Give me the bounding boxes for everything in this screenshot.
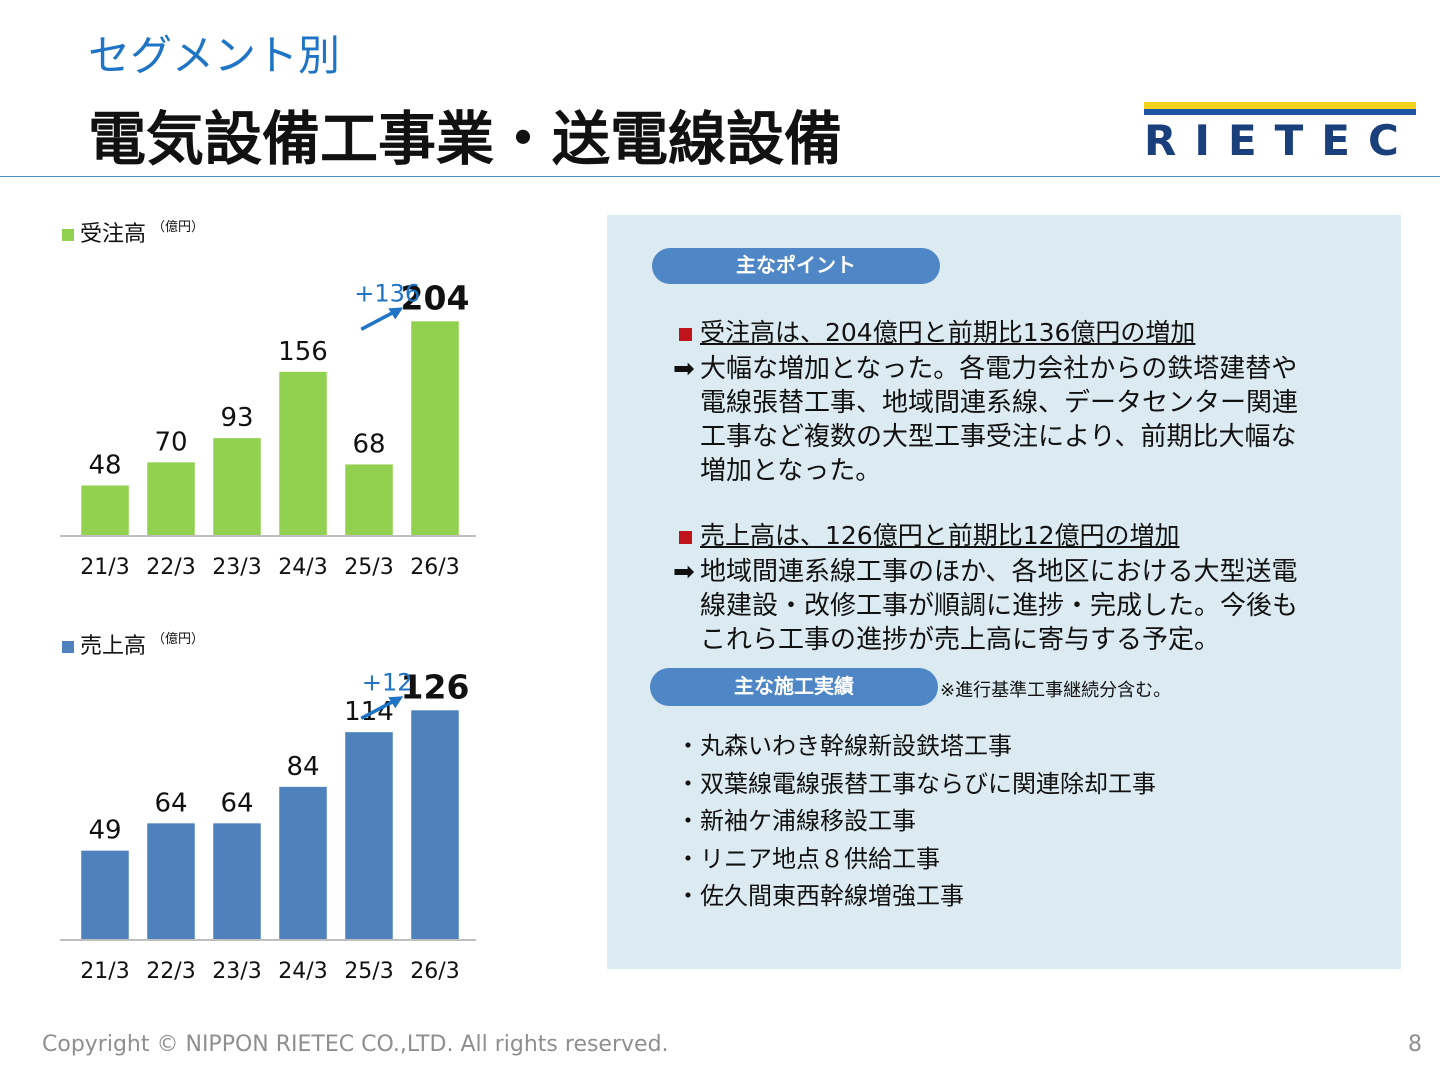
sales-legend-swatch <box>62 641 74 653</box>
x-tick-label: 23/3 <box>212 959 261 984</box>
sales-legend-label: 売上高 <box>80 634 147 659</box>
works-list-item: ・佐久間東西幹線増強工事 <box>676 882 964 910</box>
data-label: 68 <box>352 429 385 459</box>
page-title: 電気設備工事業・送電線設備 <box>88 105 843 173</box>
logo-yellow-stripe <box>1144 102 1416 109</box>
company-logo: RIETEC <box>1144 102 1418 165</box>
orders-point-heading: 受注高は、204億円と前期比136億円の増加 <box>679 313 1195 349</box>
sales-legend: 売上高 （億円） <box>62 628 204 660</box>
works-label: 主な施工実績 <box>650 668 938 706</box>
chart-bar <box>81 485 129 536</box>
delta-label: +12 <box>362 668 413 696</box>
key-points-panel <box>607 215 1401 969</box>
sales-point-heading: 売上高は、126億円と前期比12億円の増加 <box>679 516 1180 552</box>
sales-bar-chart: 49 21/3 64 22/3 64 23/3 84 24/3 114 25/3 126 26/3 +1… <box>60 667 476 984</box>
data-label: 48 <box>88 450 121 480</box>
orders-point-line: 工事など複数の大型工事受注により、前期比大幅な <box>700 422 1297 452</box>
data-label: 64 <box>220 788 253 818</box>
orders-bar-chart: 48 21/3 70 22/3 93 23/3 156 24/3 68 25/3 204 26/3 +1… <box>60 278 476 580</box>
orders-unit-label: （億円） <box>152 220 205 235</box>
data-label: 156 <box>278 337 328 367</box>
logo-text: RIETEC <box>1144 116 1417 165</box>
x-tick-label: 26/3 <box>410 959 459 984</box>
data-label: 70 <box>154 427 187 457</box>
chart-bar <box>147 823 195 940</box>
works-list-item: ・双葉線電線張替工事ならびに関連除却工事 <box>676 769 1156 798</box>
x-tick-label: 23/3 <box>212 555 261 580</box>
orders-legend-label: 受注高 <box>80 222 147 247</box>
x-tick-label: 22/3 <box>146 959 195 984</box>
chart-bar <box>411 710 459 940</box>
x-tick-label: 26/3 <box>410 555 459 580</box>
chart-bar <box>411 321 459 536</box>
delta-arrow-head <box>388 696 404 709</box>
data-label: 114 <box>344 697 394 727</box>
data-label: 93 <box>220 403 253 433</box>
logo-blue-stripe <box>1144 109 1416 115</box>
orders-point-line: 電線張替工事、地域間連系線、データセンター関連 <box>700 388 1299 418</box>
orders-point-line: 大幅な増加となった。各電力会社からの鉄塔建替や <box>700 354 1298 384</box>
orders-point-body: ➡ 大幅な増加となった。各電力会社からの鉄塔建替や 電線張替工事、地域間連系線、… <box>673 352 1353 488</box>
orders-point-line: 増加となった。 <box>700 456 882 486</box>
sales-point-body: ➡ 地域間連系線工事のほか、各地区における大型送電 線建設・改修工事が順調に進捗… <box>673 555 1353 657</box>
chart-bar <box>279 786 327 940</box>
copyright-footer: Copyright © NIPPON RIETEC CO.,LTD. All r… <box>42 1032 669 1057</box>
data-label: 204 <box>401 278 470 317</box>
red-square-icon <box>679 530 692 544</box>
section-subtitle: セグメント別 <box>88 31 341 80</box>
chart-bar <box>147 462 195 536</box>
right-arrow-icon: ➡ <box>673 557 695 587</box>
delta-label: +136 <box>354 279 420 307</box>
works-note: ※進行基準工事継続分含む。 <box>940 680 1172 701</box>
red-square-icon <box>679 327 692 341</box>
delta-arrow-head <box>388 307 404 320</box>
orders-legend-swatch <box>62 229 74 241</box>
chart-bar <box>213 438 261 536</box>
orders-legend: 受注高 （億円） <box>62 216 204 248</box>
works-list-item: ・丸森いわき幹線新設鉄塔工事 <box>676 732 1012 760</box>
x-tick-label: 24/3 <box>278 555 327 580</box>
chart-bar <box>213 823 261 940</box>
works-list-item: ・リニア地点８供給工事 <box>676 844 940 873</box>
header-divider <box>0 176 1440 177</box>
works-list-item: ・新袖ケ浦線移設工事 <box>676 807 916 835</box>
x-tick-label: 25/3 <box>344 959 393 984</box>
data-label: 84 <box>286 752 319 782</box>
sales-point-line: 線建設・改修工事が順調に進捗・完成した。今後も <box>700 591 1299 621</box>
key-points-label: 主なポイント <box>652 248 940 284</box>
right-arrow-icon: ➡ <box>673 354 695 384</box>
chart-bar <box>81 850 129 940</box>
chart-bar <box>345 732 393 940</box>
x-tick-label: 21/3 <box>80 959 129 984</box>
data-label: 49 <box>88 816 121 846</box>
data-label: 126 <box>401 667 470 706</box>
page-number: 8 <box>1408 1032 1422 1057</box>
x-tick-label: 21/3 <box>80 555 129 580</box>
orders-point-text: 受注高は、204億円と前期比136億円の増加 <box>700 318 1196 347</box>
sales-point-line: これら工事の進捗が売上高に寄与する予定。 <box>700 625 1221 655</box>
x-tick-label: 24/3 <box>278 959 327 984</box>
works-list: ・丸森いわき幹線新設鉄塔工事 ・双葉線電線張替工事ならびに関連除却工事 ・新袖ケ… <box>676 728 1156 916</box>
sales-point-text: 売上高は、126億円と前期比12億円の増加 <box>700 521 1180 550</box>
sales-point-line: 地域間連系線工事のほか、各地区における大型送電 <box>700 557 1298 587</box>
x-tick-label: 25/3 <box>344 555 393 580</box>
data-label: 64 <box>154 788 187 818</box>
chart-bar <box>345 464 393 536</box>
sales-unit-label: （億円） <box>152 632 205 647</box>
chart-bar <box>279 371 327 536</box>
x-tick-label: 22/3 <box>146 555 195 580</box>
